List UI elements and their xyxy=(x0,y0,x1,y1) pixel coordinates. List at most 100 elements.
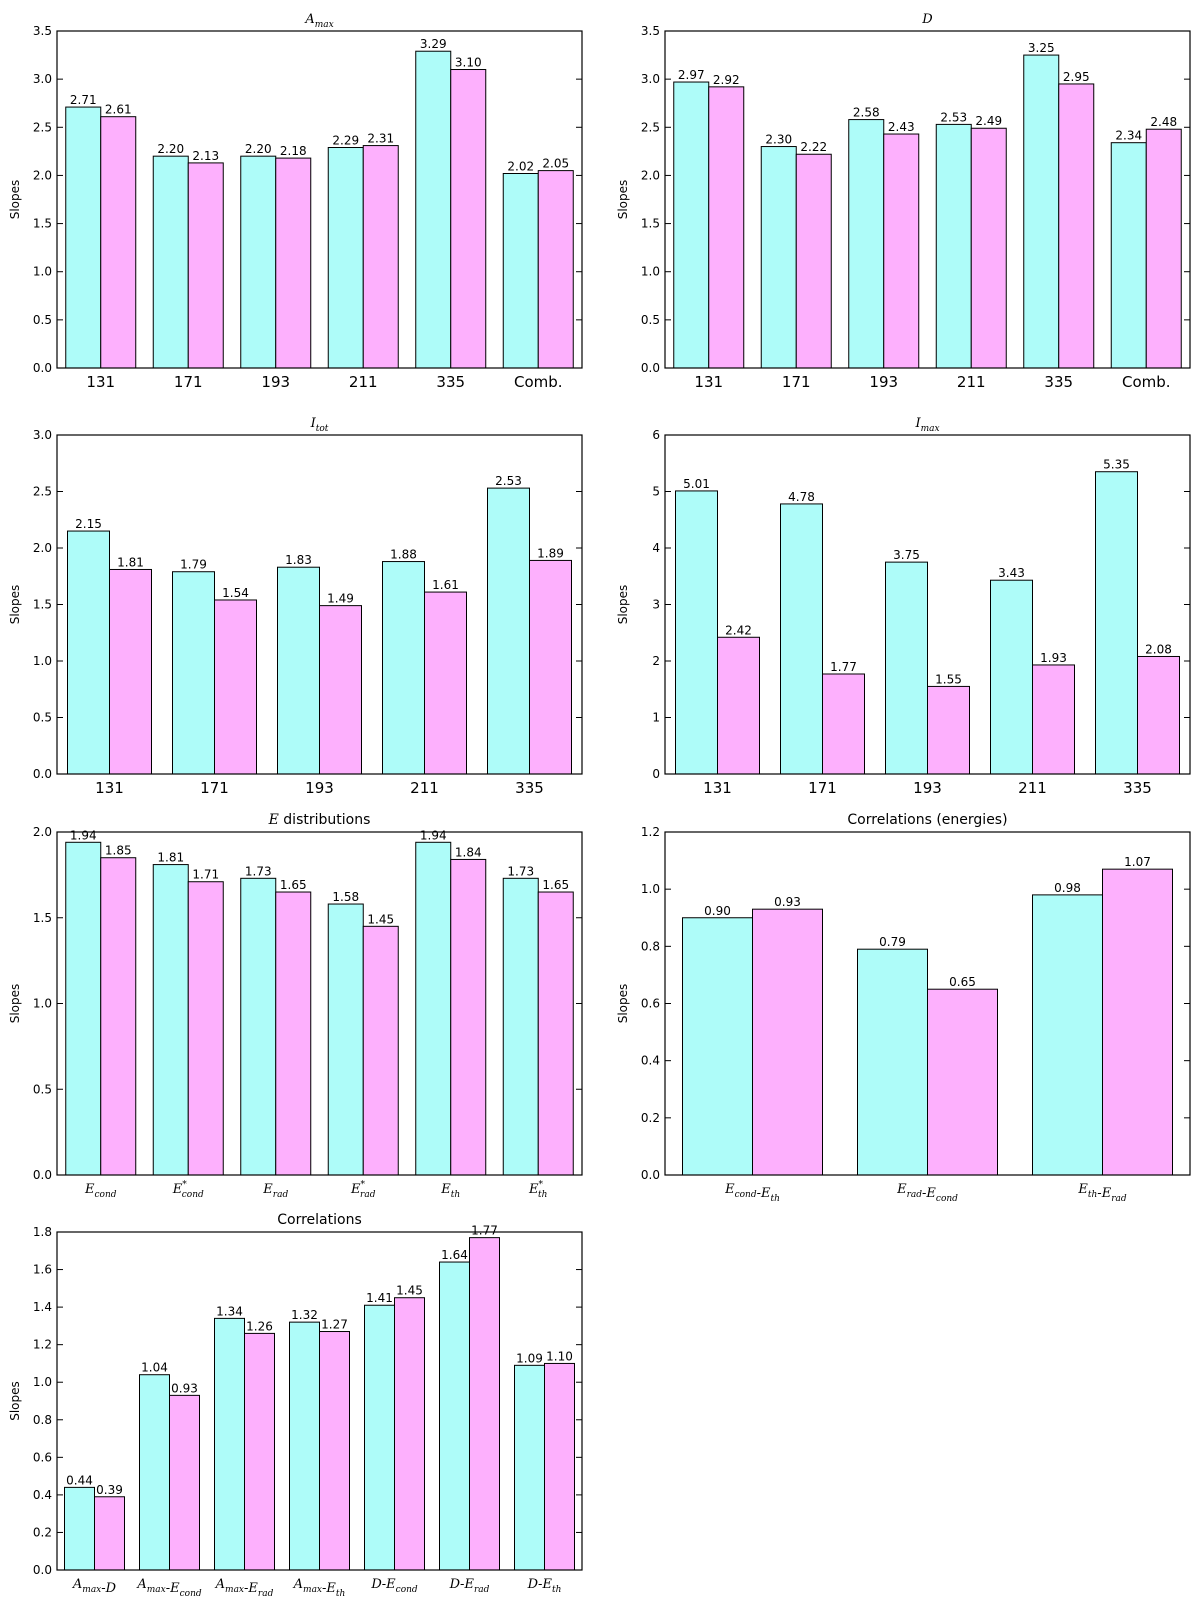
x-tick-label: 171 xyxy=(782,373,811,391)
bar-171-series-1 xyxy=(760,146,797,369)
y-tick-label: 0.5 xyxy=(33,711,52,725)
bar-193-series-1 xyxy=(277,566,320,775)
bar-D-E-cond-series-1 xyxy=(364,1304,395,1571)
value-label: 4.78 xyxy=(788,490,815,504)
x-tick-label: 335 xyxy=(1044,373,1073,391)
value-label: 1.85 xyxy=(105,844,132,858)
x-tick-label: Erad xyxy=(262,1182,288,1200)
bar-193-series-2 xyxy=(275,157,312,369)
chart-title: Itot xyxy=(310,416,329,434)
value-label: 2.05 xyxy=(542,157,569,171)
chart-panel-7: 0.44 1.04 1.34 1.32 1.41 1.64 1.09 0.39 0.93 1.26… xyxy=(8,1212,583,1599)
value-label: 1.07 xyxy=(1124,855,1151,869)
value-label: 1.73 xyxy=(507,864,534,878)
bar-211-series-1 xyxy=(327,147,364,369)
x-tick-label: Amax-Erad xyxy=(215,1577,274,1599)
bar-A-max-E-rad-series-1 xyxy=(214,1317,245,1571)
y-tick-label: 1.0 xyxy=(33,654,52,668)
y-tick-label: 3.5 xyxy=(641,24,660,38)
value-label: 5.35 xyxy=(1103,458,1130,472)
bar-171-series-1 xyxy=(152,155,189,369)
value-label: 2.53 xyxy=(495,474,522,488)
plot-frame xyxy=(56,30,583,369)
bar-193-series-1 xyxy=(848,119,885,369)
value-label: 2.20 xyxy=(245,142,272,156)
value-label: 2.13 xyxy=(192,149,219,163)
value-label: 1.61 xyxy=(432,578,459,592)
chart-title: Amax xyxy=(304,12,333,30)
y-tick-label: 0.2 xyxy=(641,1111,660,1125)
x-tick-label: 335 xyxy=(436,373,465,391)
bar-E-th-series-1 xyxy=(415,841,452,1176)
value-label: 3.25 xyxy=(1028,41,1055,55)
bar-Comb--series-1 xyxy=(502,173,539,369)
bar-171-series-2 xyxy=(187,162,224,369)
x-tick-label: 211 xyxy=(410,779,439,797)
value-label: 1.81 xyxy=(117,555,144,569)
value-label: 1.65 xyxy=(280,878,307,892)
bar-211-series-2 xyxy=(970,127,1007,369)
y-tick-label: 0.4 xyxy=(33,1488,52,1502)
bar-E-th-series-1 xyxy=(502,877,539,1176)
plot-frame xyxy=(664,30,1191,369)
y-tick-label: 2.5 xyxy=(33,120,52,134)
value-label: 0.98 xyxy=(1054,881,1081,895)
chart-panel-4: 5.01 4.78 3.75 3.43 5.35 2.42 1.77 1.55 1.93 2.08… xyxy=(616,416,1191,797)
chart-panel-1: 2.71 2.20 2.20 2.29 3.29 2.02 2.61 2.13 2.18 2.31… xyxy=(8,12,583,391)
value-label: 2.92 xyxy=(713,73,740,87)
value-label: 2.20 xyxy=(157,142,184,156)
chart-title: D xyxy=(921,12,933,27)
x-tick-label: 211 xyxy=(349,373,378,391)
bar-D-E-rad-series-2 xyxy=(469,1237,500,1571)
value-label: 1.94 xyxy=(420,828,447,842)
y-tick-label: 3.5 xyxy=(33,24,52,38)
bar-131-series-1 xyxy=(673,81,710,369)
bar-171-series-2 xyxy=(795,153,832,369)
plot-frame xyxy=(56,1231,583,1571)
bar-211-series-2 xyxy=(362,145,399,369)
value-label: 1.71 xyxy=(192,868,219,882)
y-tick-label: 0.0 xyxy=(33,1168,52,1182)
value-label: 2.34 xyxy=(1115,129,1142,143)
y-tick-label: 1.8 xyxy=(33,1225,52,1239)
value-label: 1.54 xyxy=(222,586,249,600)
y-axis-label: Slopes xyxy=(616,984,630,1024)
bar-E-cond-E-th-series-2 xyxy=(752,908,823,1176)
bar-E-rad-series-1 xyxy=(327,903,364,1176)
bar-131-series-2 xyxy=(708,86,745,369)
bar-D-E-cond-series-2 xyxy=(394,1297,425,1571)
y-axis-label: Slopes xyxy=(8,180,22,220)
value-label: 2.29 xyxy=(332,134,359,148)
value-label: 0.90 xyxy=(704,904,731,918)
value-label: 1.77 xyxy=(471,1224,498,1238)
bar-335-series-2 xyxy=(529,559,572,775)
value-label: 1.55 xyxy=(935,672,962,686)
x-tick-label: Eth xyxy=(440,1182,460,1200)
value-label: 2.58 xyxy=(853,106,880,120)
y-tick-label: 0.8 xyxy=(641,939,660,953)
value-label: 1.88 xyxy=(390,548,417,562)
y-tick-label: 2 xyxy=(652,654,660,668)
value-label: 1.65 xyxy=(542,878,569,892)
bar-335-series-2 xyxy=(1137,655,1180,775)
value-label: 0.93 xyxy=(774,895,801,909)
value-label: 3.10 xyxy=(455,56,482,70)
y-axis-label: Slopes xyxy=(8,984,22,1024)
x-tick-label: 131 xyxy=(86,373,115,391)
bar-E-cond-series-2 xyxy=(187,881,224,1176)
value-label: 1.84 xyxy=(455,845,482,859)
y-tick-label: 2.5 xyxy=(641,120,660,134)
value-label: 2.15 xyxy=(75,517,102,531)
x-tick-label: E* th xyxy=(528,1180,547,1200)
value-label: 2.18 xyxy=(280,144,307,158)
bar-211-series-1 xyxy=(382,561,425,775)
bar-335-series-1 xyxy=(415,50,452,369)
bar-E-cond-E-th-series-1 xyxy=(682,917,753,1176)
y-tick-label: 0.0 xyxy=(33,1563,52,1577)
value-label: 0.93 xyxy=(171,1381,198,1395)
y-tick-label: 1.0 xyxy=(33,1375,52,1389)
x-tick-label: 171 xyxy=(808,779,837,797)
value-label: 3.75 xyxy=(893,548,920,562)
chart-title: E distributions xyxy=(268,812,371,828)
